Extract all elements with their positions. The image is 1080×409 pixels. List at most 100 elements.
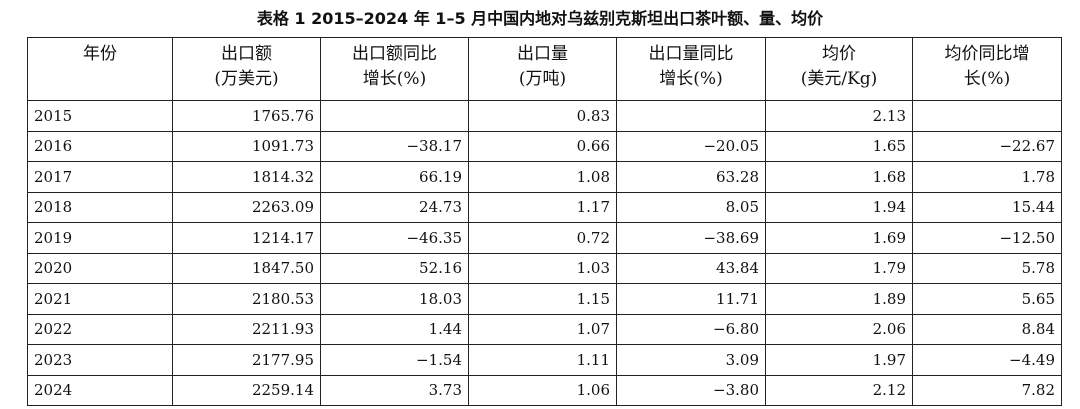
table-cell: −1.54 bbox=[320, 344, 469, 376]
table-cell: 2023 bbox=[27, 344, 173, 376]
header-text: 出口额同比 bbox=[352, 44, 437, 64]
table-cell: 1.78 bbox=[912, 161, 1062, 193]
table-cell: 0.66 bbox=[468, 130, 617, 162]
header-text: (万美元) bbox=[214, 69, 279, 89]
table-cell: −6.80 bbox=[616, 313, 766, 345]
header-text: (美元/Kg) bbox=[800, 69, 878, 89]
header-cell: 年份 bbox=[27, 37, 173, 101]
table-row: 2016 1091.73 −38.17 0.66 −20.05 1.65 −22.67 bbox=[27, 130, 1062, 162]
table-cell: 2022 bbox=[27, 313, 173, 345]
table-cell: 1.17 bbox=[468, 191, 617, 223]
table-cell: 0.72 bbox=[468, 222, 617, 254]
table-cell: −38.17 bbox=[320, 130, 469, 162]
table-cell: 15.44 bbox=[912, 191, 1062, 223]
table-cell: 1.69 bbox=[765, 222, 913, 254]
table-cell: −12.50 bbox=[912, 222, 1062, 254]
table-cell: 1847.50 bbox=[172, 252, 321, 284]
table-row: 2020 1847.50 52.16 1.03 43.84 1.79 5.78 bbox=[27, 252, 1062, 284]
table-cell: −22.67 bbox=[912, 130, 1062, 162]
header-cell: 出口量同比增长(%) bbox=[616, 37, 766, 101]
header-row: 年份 出口额 (万美元) 出口额同比 增长(%) 出口量 (万吨) 出口量同比增长(%) 均价 (… bbox=[27, 37, 1062, 101]
header-text: 出口额 bbox=[221, 44, 272, 64]
table-cell bbox=[320, 100, 469, 132]
table-cell: 8.84 bbox=[912, 313, 1062, 345]
header-text: 增长(%) bbox=[659, 69, 723, 89]
table-row: 2017 1814.32 66.19 1.08 63.28 1.68 1.78 bbox=[27, 161, 1062, 193]
table-cell: 1.97 bbox=[765, 344, 913, 376]
table: 年份 出口额 (万美元) 出口额同比 增长(%) 出口量 (万吨) 出口量同比增长(%) 均价 (… bbox=[27, 37, 1062, 406]
table-row: 2023 2177.95 −1.54 1.11 3.09 1.97 −4.49 bbox=[27, 344, 1062, 376]
table-body: 2015 1765.76 0.83 2.13 2016 1091.73 −38.17 0.66… bbox=[27, 100, 1062, 406]
table-cell: 2.06 bbox=[765, 313, 913, 345]
table-cell: 2021 bbox=[27, 283, 173, 315]
table-cell: 1.03 bbox=[468, 252, 617, 284]
table-cell: 3.73 bbox=[320, 374, 469, 406]
table-cell: 3.09 bbox=[616, 344, 766, 376]
table-cell: 2.12 bbox=[765, 374, 913, 406]
table-row: 2015 1765.76 0.83 2.13 bbox=[27, 100, 1062, 132]
table-cell bbox=[616, 100, 766, 132]
header-cell: 均价 (美元/Kg) bbox=[765, 37, 913, 101]
table-cell: 2180.53 bbox=[172, 283, 321, 315]
table-cell: −46.35 bbox=[320, 222, 469, 254]
table-cell: 2015 bbox=[27, 100, 173, 132]
table-cell: 1.65 bbox=[765, 130, 913, 162]
table-cell: 1214.17 bbox=[172, 222, 321, 254]
table-cell: 18.03 bbox=[320, 283, 469, 315]
table-cell: 43.84 bbox=[616, 252, 766, 284]
header-text: 均价同比增 bbox=[944, 44, 1030, 64]
table-cell: 1765.76 bbox=[172, 100, 321, 132]
header-text: 均价 bbox=[822, 44, 856, 64]
table-cell: 1.79 bbox=[765, 252, 913, 284]
table-cell: 1.89 bbox=[765, 283, 913, 315]
table-cell: 2024 bbox=[27, 374, 173, 406]
table-row: 2021 2180.53 18.03 1.15 11.71 1.89 5.65 bbox=[27, 283, 1062, 315]
header-cell: 出口额 (万美元) bbox=[172, 37, 321, 101]
table-cell: 8.05 bbox=[616, 191, 766, 223]
table-cell: −38.69 bbox=[616, 222, 766, 254]
table-cell: 24.73 bbox=[320, 191, 469, 223]
table-cell: 5.65 bbox=[912, 283, 1062, 315]
table-cell: −4.49 bbox=[912, 344, 1062, 376]
table-cell: 52.16 bbox=[320, 252, 469, 284]
table-cell: 1.06 bbox=[468, 374, 617, 406]
table-row: 2019 1214.17 −46.35 0.72 −38.69 1.69 −12.50 bbox=[27, 222, 1062, 254]
table-cell: 2211.93 bbox=[172, 313, 321, 345]
table-cell: 1.15 bbox=[468, 283, 617, 315]
header-text: 出口量 bbox=[517, 44, 568, 64]
table-cell: 1.44 bbox=[320, 313, 469, 345]
table-row: 2022 2211.93 1.44 1.07 −6.80 2.06 8.84 bbox=[27, 313, 1062, 345]
header-text: 长(%) bbox=[963, 69, 1011, 89]
header-text: 出口量同比 bbox=[648, 44, 734, 64]
table-cell: 2018 bbox=[27, 191, 173, 223]
table-cell: 66.19 bbox=[320, 161, 469, 193]
table-cell: 2017 bbox=[27, 161, 173, 193]
table-cell: 2259.14 bbox=[172, 374, 321, 406]
table-cell: 2019 bbox=[27, 222, 173, 254]
table-cell: 1814.32 bbox=[172, 161, 321, 193]
header-text: 年份 bbox=[83, 44, 117, 64]
header-text: (万吨) bbox=[518, 69, 567, 89]
table-row: 2024 2259.14 3.73 1.06 −3.80 2.12 7.82 bbox=[27, 374, 1062, 406]
table-cell: 5.78 bbox=[912, 252, 1062, 284]
table-cell bbox=[912, 100, 1062, 132]
header-cell: 出口量 (万吨) bbox=[468, 37, 617, 101]
header-cell: 均价同比增长(%) bbox=[912, 37, 1062, 101]
table-cell: 2020 bbox=[27, 252, 173, 284]
table-cell: −20.05 bbox=[616, 130, 766, 162]
header-cell: 出口额同比 增长(%) bbox=[320, 37, 469, 101]
table-cell: 1.94 bbox=[765, 191, 913, 223]
table-cell: 1.11 bbox=[468, 344, 617, 376]
table-row: 2018 2263.09 24.73 1.17 8.05 1.94 15.44 bbox=[27, 191, 1062, 223]
table-cell: −3.80 bbox=[616, 374, 766, 406]
table-cell: 2016 bbox=[27, 130, 173, 162]
table-cell: 11.71 bbox=[616, 283, 766, 315]
table-cell: 1.07 bbox=[468, 313, 617, 345]
table-cell: 7.82 bbox=[912, 374, 1062, 406]
table-cell: 1.68 bbox=[765, 161, 913, 193]
table-cell: 1091.73 bbox=[172, 130, 321, 162]
table-cell: 2177.95 bbox=[172, 344, 321, 376]
table-title: 表格 1 2015–2024 年 1–5 月中国内地对乌兹别克斯坦出口茶叶额、量… bbox=[256, 9, 824, 28]
table-cell: 1.08 bbox=[468, 161, 617, 193]
